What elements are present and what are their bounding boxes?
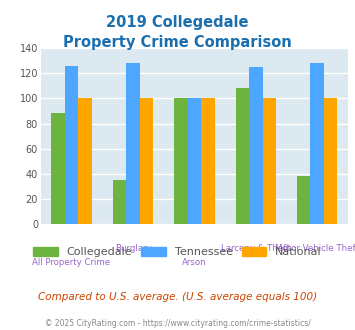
- Bar: [201, 98, 215, 224]
- Bar: [113, 180, 126, 224]
- Bar: [235, 88, 249, 224]
- Text: Property Crime Comparison: Property Crime Comparison: [63, 35, 292, 50]
- Bar: [263, 98, 276, 224]
- Bar: [324, 98, 338, 224]
- Text: All Property Crime: All Property Crime: [32, 258, 111, 267]
- Bar: [140, 98, 153, 224]
- Bar: [126, 63, 140, 224]
- Text: © 2025 CityRating.com - https://www.cityrating.com/crime-statistics/: © 2025 CityRating.com - https://www.city…: [45, 319, 310, 328]
- Text: Arson: Arson: [182, 258, 207, 267]
- Text: Compared to U.S. average. (U.S. average equals 100): Compared to U.S. average. (U.S. average …: [38, 292, 317, 302]
- Bar: [297, 177, 310, 224]
- Text: 2019 Collegedale: 2019 Collegedale: [106, 15, 249, 30]
- Bar: [310, 63, 324, 224]
- Text: Burglary: Burglary: [115, 244, 151, 253]
- Legend: Collegedale, Tennessee, National: Collegedale, Tennessee, National: [29, 242, 326, 262]
- Bar: [187, 98, 201, 224]
- Bar: [249, 67, 263, 224]
- Text: Motor Vehicle Theft: Motor Vehicle Theft: [275, 244, 355, 253]
- Text: Larceny & Theft: Larceny & Theft: [222, 244, 290, 253]
- Bar: [51, 114, 65, 224]
- Bar: [174, 98, 187, 224]
- Bar: [65, 66, 78, 224]
- Bar: [78, 98, 92, 224]
